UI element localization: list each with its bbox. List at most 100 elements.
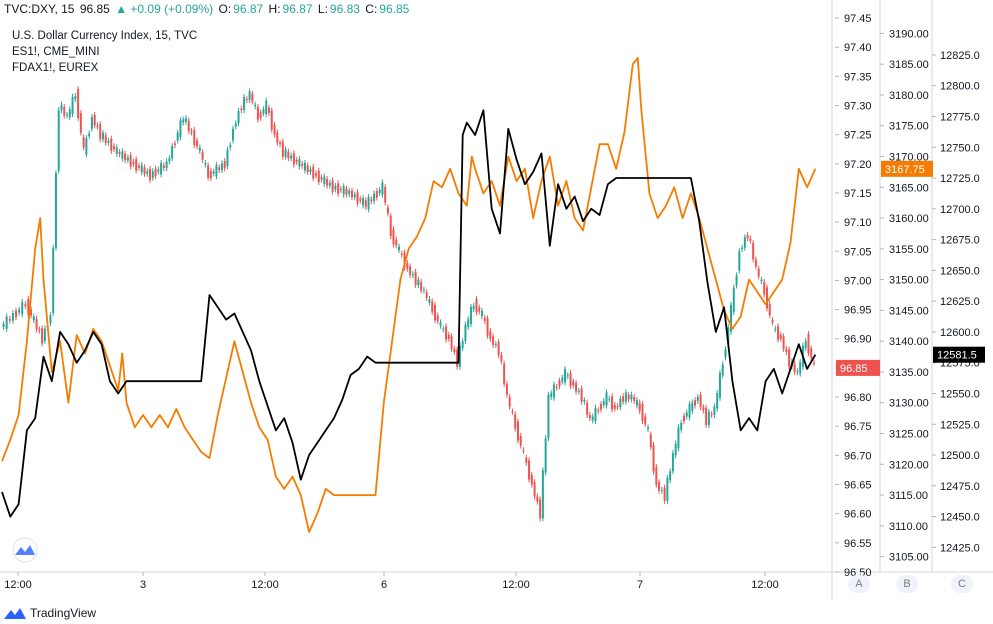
candle-body (652, 444, 655, 472)
axis-c-tick-label: 12675.0 (940, 235, 980, 247)
candle-body (284, 149, 287, 157)
legend-fdax-series[interactable]: FDAX1!, EUREX (12, 62, 99, 74)
candle-body (450, 336, 453, 349)
candle-body (60, 104, 63, 111)
candle-body (760, 279, 763, 282)
candle-body (669, 471, 672, 481)
candle-body (240, 108, 243, 111)
candle-body (508, 397, 511, 407)
candle-body (746, 234, 749, 239)
candle-body (469, 306, 472, 324)
legend-main-series[interactable]: U.S. Dollar Currency Index, 15, TVC (12, 30, 198, 42)
axis-b-tick-label: 3110.00 (889, 521, 928, 533)
candle-body (752, 243, 755, 260)
candle-body (541, 470, 544, 519)
axis-a-tick-label: 96.60 (844, 509, 872, 521)
close-label: C: (365, 2, 378, 16)
candle-body (530, 474, 533, 485)
axis-a-tick-label: 96.75 (844, 421, 872, 433)
candle-body (204, 163, 207, 165)
candle-body (779, 334, 782, 339)
candle-body (724, 349, 727, 358)
candle-body (71, 96, 74, 115)
close-value: 96.85 (379, 2, 410, 16)
candle-body (345, 188, 348, 195)
candle-body (403, 252, 406, 268)
candle-body (616, 406, 619, 408)
axis-c-tick-label: 12600.0 (940, 327, 980, 339)
legend-es-series[interactable]: ES1!, CME_MINI (12, 46, 100, 58)
candle-body (290, 155, 293, 159)
candle-body (685, 412, 688, 417)
candle-body (622, 396, 625, 402)
price-change: ▲ +0.09 (+0.09%) (115, 2, 214, 16)
candle-body (309, 169, 312, 172)
candle-body (101, 132, 104, 140)
candle-body (245, 99, 248, 101)
axis-a-tick-label: 97.20 (844, 159, 872, 171)
candle-body (516, 421, 519, 441)
tradingview-logo-icon (4, 608, 26, 619)
candle-body (494, 344, 497, 346)
candle-body (82, 137, 85, 148)
candle-body (104, 135, 107, 143)
candle-body (677, 427, 680, 449)
axis-b-tick-label: 3125.00 (889, 429, 929, 441)
candle-body (442, 328, 445, 330)
candle-body (799, 362, 802, 374)
candle-body (696, 397, 699, 401)
footer-brand[interactable]: TradingView (4, 604, 96, 622)
candle-body (547, 394, 550, 439)
candle-body (735, 275, 738, 286)
scale-button-c[interactable]: C (951, 575, 973, 593)
candle-body (749, 238, 752, 241)
candle-body (320, 177, 323, 180)
candle-body (433, 304, 436, 321)
open-label: O: (218, 2, 232, 16)
candle-body (162, 165, 165, 169)
candle-body (411, 274, 414, 276)
candle-body (207, 165, 210, 178)
candle-body (505, 383, 508, 395)
candle-body (461, 341, 464, 349)
candle-body (660, 489, 663, 491)
candle-body (757, 268, 760, 277)
candle-body (533, 482, 536, 497)
candle-body (66, 114, 69, 116)
candle-body (788, 349, 791, 367)
candle-body (229, 145, 232, 148)
candle-body (716, 393, 719, 409)
candle-body (30, 309, 33, 316)
high-value: 96.87 (282, 2, 313, 16)
candle-body (558, 380, 561, 387)
candle-body (184, 118, 187, 122)
candle-body (691, 402, 694, 412)
axis-b-tick-label: 3120.00 (889, 459, 929, 471)
symbol-label[interactable]: TVC:DXY, 15 (4, 2, 75, 16)
candle-body (173, 143, 176, 146)
x-tick-label: 12:00 (251, 579, 279, 591)
candle-body (24, 304, 27, 307)
price-chart[interactable]: 97.45 97.40 97.35 97.30 97.25 97.20 97.15 97.10… (0, 0, 993, 600)
candle-body (223, 161, 226, 169)
candle-body (428, 299, 431, 303)
candle-body (384, 187, 387, 203)
scale-button-b[interactable]: B (896, 575, 918, 593)
candle-body (126, 157, 129, 161)
candle-body (641, 404, 644, 422)
axis-a-tick-label: 97.25 (844, 130, 872, 142)
candle-body (774, 328, 777, 330)
candle-body (481, 310, 484, 317)
axis-c-tick-label: 12625.0 (940, 296, 980, 308)
candle-body (118, 152, 121, 155)
candle-body (326, 178, 329, 186)
candle-body (43, 328, 46, 342)
axis-b-tick-label: 3170.00 (889, 152, 929, 164)
candle-body (398, 246, 401, 251)
candle-body (671, 453, 674, 472)
candle-body (301, 163, 304, 166)
candle-body (688, 404, 691, 418)
scale-button-a[interactable]: A (848, 575, 870, 593)
candle-body (580, 388, 583, 402)
candle-body (196, 140, 199, 147)
